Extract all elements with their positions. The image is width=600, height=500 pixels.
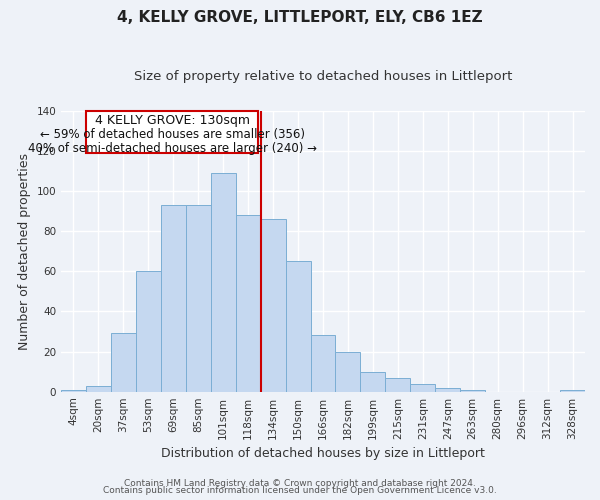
Text: 4 KELLY GROVE: 130sqm: 4 KELLY GROVE: 130sqm: [95, 114, 250, 126]
Bar: [136, 271, 161, 392]
Bar: [335, 352, 361, 392]
Bar: [260, 219, 286, 392]
Bar: [161, 205, 186, 392]
Title: Size of property relative to detached houses in Littleport: Size of property relative to detached ho…: [134, 70, 512, 83]
Bar: [186, 205, 211, 392]
Bar: [385, 378, 410, 392]
Bar: [111, 334, 136, 392]
Bar: [211, 173, 236, 392]
Bar: [286, 261, 311, 392]
Bar: [460, 390, 485, 392]
Bar: [311, 336, 335, 392]
Y-axis label: Number of detached properties: Number of detached properties: [18, 152, 31, 350]
Text: 40% of semi-detached houses are larger (240) →: 40% of semi-detached houses are larger (…: [28, 142, 317, 154]
Text: 4, KELLY GROVE, LITTLEPORT, ELY, CB6 1EZ: 4, KELLY GROVE, LITTLEPORT, ELY, CB6 1EZ: [117, 10, 483, 25]
Bar: [560, 390, 585, 392]
Bar: [86, 386, 111, 392]
FancyBboxPatch shape: [86, 110, 258, 152]
X-axis label: Distribution of detached houses by size in Littleport: Distribution of detached houses by size …: [161, 447, 485, 460]
Bar: [361, 372, 385, 392]
Bar: [410, 384, 435, 392]
Text: Contains HM Land Registry data © Crown copyright and database right 2024.: Contains HM Land Registry data © Crown c…: [124, 478, 476, 488]
Text: Contains public sector information licensed under the Open Government Licence v3: Contains public sector information licen…: [103, 486, 497, 495]
Bar: [236, 215, 260, 392]
Text: ← 59% of detached houses are smaller (356): ← 59% of detached houses are smaller (35…: [40, 128, 305, 140]
Bar: [435, 388, 460, 392]
Bar: [61, 390, 86, 392]
